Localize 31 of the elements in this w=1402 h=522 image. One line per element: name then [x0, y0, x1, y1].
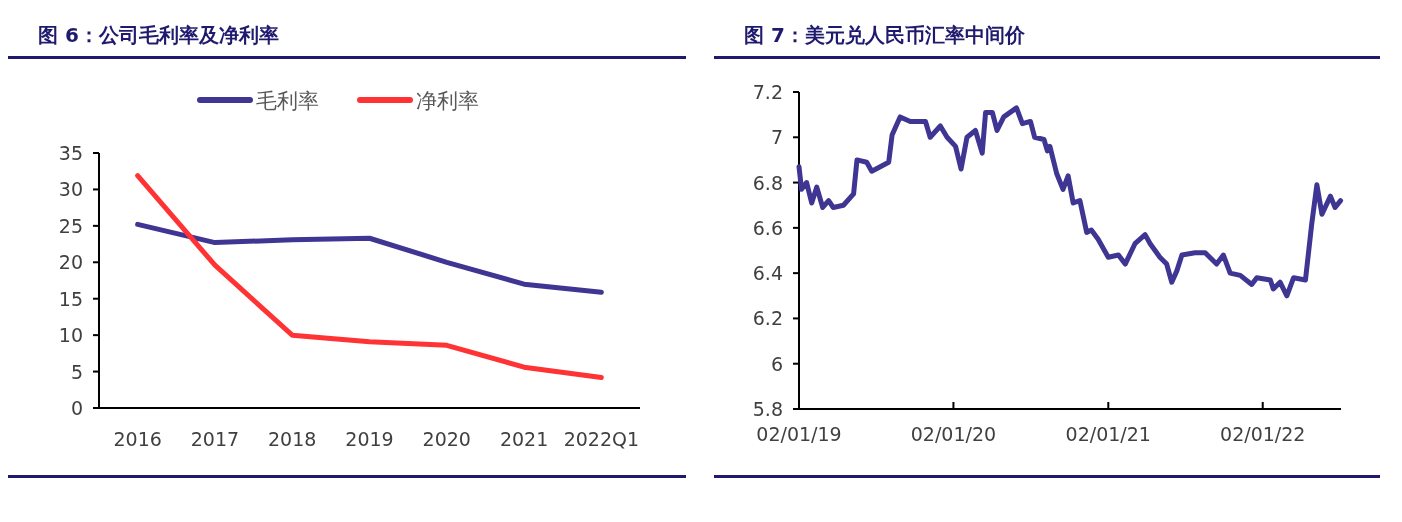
legend-label: 毛利率	[256, 89, 319, 113]
y-tick-label: 5	[70, 360, 83, 383]
y-tick-label: 6.6	[752, 216, 783, 239]
x-tick-label: 2019	[345, 428, 394, 450]
y-tick-label: 35	[58, 142, 83, 164]
y-tick-label: 6	[770, 352, 783, 375]
y-tick-label: 5.8	[752, 398, 783, 420]
x-tick-label: 2022Q1	[563, 428, 640, 450]
y-tick-label: 10	[58, 324, 83, 347]
x-tick-label: 2021	[499, 428, 549, 450]
y-tick-label: 6.2	[752, 307, 783, 330]
y-tick-label: 0	[70, 397, 83, 419]
y-tick-label: 6.4	[752, 262, 783, 285]
x-tick-label: 2017	[190, 428, 240, 450]
y-tick-label: 20	[58, 251, 83, 274]
x-tick-label: 02/01/20	[910, 423, 997, 445]
x-tick-label: 02/01/19	[756, 423, 842, 445]
legend-label: 净利率	[416, 89, 479, 113]
y-tick-label: 7.2	[752, 81, 783, 103]
chart-title: 图 7：美元兑人民币汇率中间价	[744, 23, 1026, 47]
y-tick-label: 6.8	[752, 171, 783, 194]
x-tick-label: 2020	[422, 428, 471, 450]
y-tick-label: 25	[58, 214, 83, 237]
chart-title: 图 6：公司毛利率及净利率	[38, 23, 279, 47]
y-tick-label: 30	[58, 178, 83, 201]
y-tick-label: 7	[770, 126, 783, 149]
x-tick-label: 2016	[113, 428, 162, 450]
x-tick-label: 02/01/21	[1065, 423, 1151, 445]
y-tick-label: 15	[58, 287, 83, 310]
x-tick-label: 02/01/22	[1220, 423, 1306, 445]
x-tick-label: 2018	[268, 428, 317, 450]
